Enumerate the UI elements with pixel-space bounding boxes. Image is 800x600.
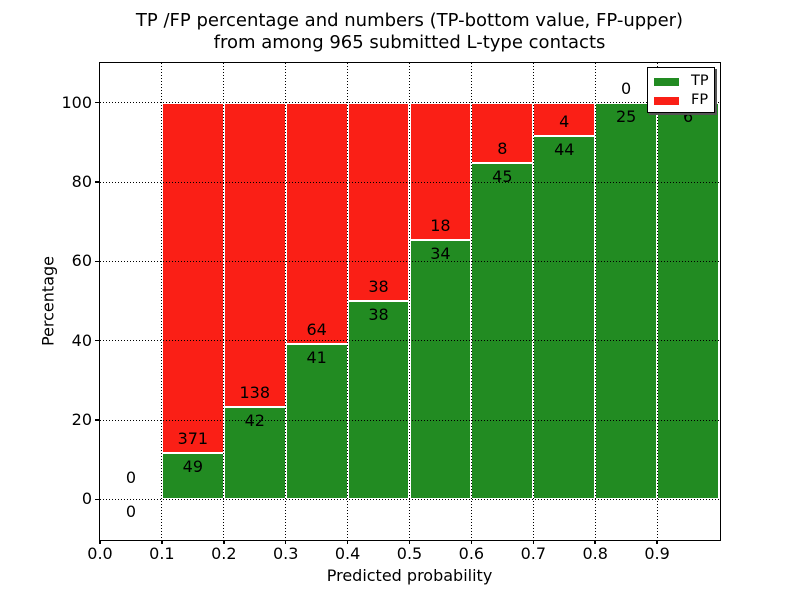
x-tick-label: 0.8 (582, 544, 608, 563)
tp-bar-segment (409, 239, 472, 500)
x-tick-label: 0.4 (334, 544, 361, 563)
fp-count-label: 138 (239, 382, 271, 402)
y-tick (95, 260, 99, 263)
tp-count-label: 44 (554, 139, 575, 159)
fp-bar-segment (533, 102, 596, 136)
x-tick-label: 0.6 (458, 544, 485, 563)
x-tick (532, 540, 535, 544)
tp-count-label: 25 (615, 106, 637, 126)
x-tick (223, 540, 225, 544)
x-tick-label: 0.1 (149, 544, 175, 563)
v-gridline (285, 63, 287, 539)
fp-bar-segment (285, 102, 348, 345)
y-tick-label: 100 (61, 92, 92, 112)
x-tick-label: 0.0 (87, 544, 113, 563)
fp-legend-swatch-icon (654, 96, 679, 105)
fp-bar-segment (347, 102, 410, 301)
fp-count-label: 371 (177, 429, 209, 449)
tp-bar-segment (657, 102, 719, 500)
fp-count-label: 38 (368, 277, 389, 296)
tp-bar-segment (533, 135, 596, 500)
legend: TP FP (647, 67, 715, 113)
x-tick (594, 540, 596, 544)
tp-bar-segment (285, 344, 348, 500)
tp-legend-label: TP (691, 73, 709, 89)
x-axis-label: Predicted probability (326, 566, 493, 585)
tp-legend-swatch-icon (654, 77, 679, 86)
x-tick (408, 540, 411, 544)
x-tick (161, 540, 163, 544)
fp-count-label: 8 (497, 138, 508, 158)
v-gridline (594, 63, 596, 539)
y-tick-label: 0 (81, 489, 92, 509)
x-tick-label: 0.7 (520, 544, 547, 563)
y-tick-label: 40 (71, 330, 92, 350)
tp-count-label: 41 (306, 348, 327, 368)
tp-count-label: 42 (244, 410, 265, 430)
fp-count-label: 64 (306, 320, 327, 340)
tp-bar-segment (595, 102, 658, 500)
y-tick-label: 60 (71, 251, 92, 271)
v-gridline (347, 63, 349, 539)
x-tick (656, 540, 658, 544)
v-gridline (532, 63, 534, 539)
tp-count-label: 38 (368, 305, 389, 324)
y-tick-label: 80 (71, 172, 92, 191)
x-tick (284, 540, 287, 544)
fp-bar-segment (409, 102, 472, 240)
y-tick (95, 498, 99, 501)
legend-entry-fp: FP (648, 91, 714, 110)
chart-title-line1: TP /FP percentage and numbers (TP-bottom… (135, 10, 684, 31)
tp-count-label: 0 (125, 502, 137, 522)
chart-title: TP /FP percentage and numbers (TP-bottom… (100, 10, 719, 54)
x-tick-label: 0.9 (644, 544, 670, 563)
x-tick-label: 0.2 (211, 544, 237, 563)
tp-count-label: 6 (682, 106, 694, 126)
x-tick-label: 0.5 (396, 544, 423, 563)
tp-bar-segment (161, 453, 224, 500)
chart-title-line2: from among 965 submitted L-type contacts (213, 32, 606, 53)
tp-count-label: 34 (430, 243, 451, 263)
y-tick (95, 101, 99, 104)
x-tick (99, 540, 101, 544)
x-tick (470, 540, 473, 544)
v-gridline (409, 63, 410, 539)
fp-bar-segment (161, 102, 224, 454)
tp-bar-segment (347, 301, 410, 500)
y-tick-label: 20 (71, 410, 92, 429)
y-tick (95, 181, 99, 183)
fp-count-label: 0 (125, 468, 137, 488)
v-gridline (470, 63, 472, 539)
x-tick (346, 540, 349, 544)
v-gridline (656, 63, 658, 539)
v-gridline (223, 63, 225, 539)
y-tick (95, 339, 99, 342)
tp-bar-segment (471, 162, 534, 500)
fp-legend-label: FP (691, 92, 709, 108)
x-tick-label: 0.3 (272, 544, 299, 563)
tp-count-label: 49 (182, 457, 204, 477)
tp-count-label: 45 (492, 166, 513, 186)
fp-count-label: 18 (430, 215, 451, 235)
fp-count-label: 4 (559, 111, 570, 131)
y-tick (95, 419, 99, 421)
fp-bar-segment (223, 102, 286, 407)
plot-area: 00371491384264413838183484544402506 (100, 63, 719, 539)
legend-entry-tp: TP (648, 72, 714, 91)
v-gridline (161, 63, 163, 539)
fp-count-label: 0 (621, 78, 632, 98)
